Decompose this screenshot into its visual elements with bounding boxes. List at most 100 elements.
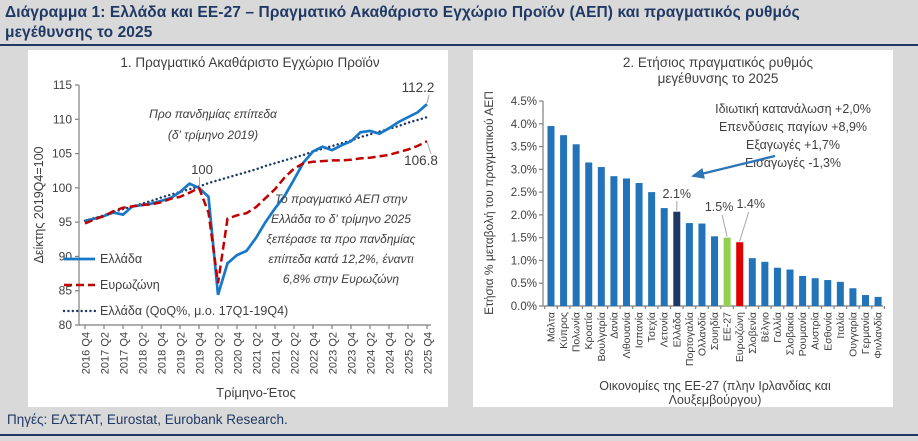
gdp-comparison-note: ξεπέρασε τα προ πανδημίας [267,232,416,246]
bar-value-label: 1.5% [705,200,734,214]
category-label: Λιθουανία [621,312,633,359]
category-label: ΕΕ-27 [722,312,734,341]
category-label: Δανία [608,312,620,339]
bar-Γερμανία [862,295,869,306]
category-label: Ελλάδα [671,312,683,347]
category-label: Πολωνία [571,312,583,352]
gdp-line-chart: 1. Πραγματικό Ακαθάριστο Εγχώριο Προϊόν 8… [32,55,438,400]
x-axis-title: Λουξεμβούργου) [669,393,762,407]
y-tick-label: 2.5% [511,187,537,199]
x-axis-title: Οικονομίες της ΕΕ-27 (πλην Ιρλανδίας και [599,379,831,393]
leader-line [739,211,750,242]
header-divider [0,44,918,46]
x-tick-label: 2018 Q2 [138,332,150,374]
category-label: Γαλλία [772,312,784,343]
bar-Κροατία [585,162,593,306]
bar-value-label: 2.1% [663,187,692,201]
bar-Ολλανδία [698,223,706,306]
category-label: Βουλγαρία [596,312,608,362]
x-tick-label: 2017 Q4 [119,332,131,374]
y-axis-title: Δείκτης 2019Q4=100 [32,146,46,263]
gdp-comparison-note: Ελλάδα το δ' τρίμηνο 2025 [271,212,411,226]
y-axis-title: Ετήσια % μεταβολή του πραγματικού ΑΕΠ [482,91,496,315]
figure-title-line1: Διάγραμμα 1: Ελλάδα και ΕΕ-27 – Πραγματι… [5,4,800,21]
sources-note: Πηγές: ΕΛΣΤΑΤ, Eurostat, Eurobank Resear… [7,412,288,427]
y-tick-label: 2.0% [511,210,537,222]
chart1-legend: Ελλάδα Ευρωζώνη Ελλάδα (QoQ%, μ.ο. 17Q1-19… [62,252,288,318]
y-tick-label: 105 [52,147,72,161]
x-tick-label: 2021 Q2 [252,332,264,374]
x-tick-label: 2024 Q2 [366,332,378,374]
category-label: Σλοβακία [785,312,797,355]
x-tick-label: 2024 Q4 [385,332,397,374]
bar-Δανία [610,176,618,306]
y-tick-label: 100 [52,181,72,195]
level-100-label: 100 [191,162,213,177]
bar-Σλοβενία [748,258,756,306]
y-tick-label: 3.0% [511,164,537,176]
leader-line [427,142,432,155]
pre-pandemic-note: (δ' τρίμηνο 2019) [168,128,258,142]
pre-pandemic-note: Προ πανδημίας επίπεδα [149,107,278,121]
bar-Ισπανία [635,183,643,306]
category-label: Μάλτα [546,312,558,342]
eurozone-end-value: 106.8 [404,153,438,168]
category-label: Γερμανία [860,312,872,354]
bar-value-label: 1.4% [736,197,765,211]
gdp-components-note: Ιδιωτική κατανάλωση +2,0% [715,102,871,116]
bottom-divider [0,434,918,436]
chart1-title: 1. Πραγματικό Ακαθάριστο Εγχώριο Προϊόν [120,55,380,70]
x-tick-label: 2018 Q4 [157,332,169,374]
bar-Ευρωζώνη [736,242,744,306]
bar-Μάλτα [547,126,555,306]
category-label: Ρουμανία [797,312,809,356]
y-tick-label: 110 [53,112,72,126]
leader-line [721,214,728,237]
bar-Σουηδία [711,236,719,306]
y-tick-label: 85 [59,284,73,298]
bar-Γαλλία [773,267,781,306]
category-label: Βέλγιο [759,312,771,343]
category-label: Κύπρος [558,312,570,349]
bar-Ρουμανία [799,275,807,306]
series-line-1 [84,140,428,284]
chart1-annotations: Προ πανδημίας επίπεδα (δ' τρίμηνο 2019) 10… [149,80,438,286]
x-tick-label: 2020 Q4 [233,332,245,374]
bar-Φινλανδία [874,296,882,306]
legend-label: Ελλάδα (QoQ%, μ.ο. 17Q1-19Q4) [100,304,288,318]
growth-bar-chart: 2. Ετήσιος πραγματικός ρυθμόςμεγέθυνσης … [482,55,885,407]
bar-Βουλγαρία [597,167,605,306]
figure-title-line2: μεγέθυνσης το 2025 [5,24,153,42]
category-label: Αυστρία [810,312,822,350]
gdp-comparison-note: 6,8% στην Ευρωζώνη [283,272,400,286]
bar-Αυστρία [811,278,819,306]
bar-Πολωνία [572,144,580,306]
x-tick-label: 2020 Q2 [214,332,226,374]
bar-Εσθονία [824,280,832,306]
x-tick-label: 2022 Q2 [290,332,302,374]
chart2-title: μεγέθυνσης το 2025 [658,71,779,86]
greece-end-value: 112.2 [402,80,435,95]
category-label: Ολλανδία [696,312,708,356]
x-tick-label: 2019 Q4 [195,332,207,374]
chart2-annotations: Ιδιωτική κατανάλωση +2,0% Επενδύσεις παγί… [663,102,871,242]
category-label: Τσεχία [646,312,658,342]
bar-Βέλγιο [761,261,769,306]
y-tick-label: 1.0% [511,255,537,267]
bar-Τσεχία [648,192,656,306]
category-label: Φινλανδία [873,312,885,359]
x-tick-label: 2025 Q4 [423,332,435,374]
leader-line [426,94,430,104]
category-label: Σλοβενία [747,312,759,354]
bar-Λετονία [660,208,668,306]
chart2-title: 2. Ετήσιος πραγματικός ρυθμός [623,55,814,70]
x-tick-label: 2023 Q2 [328,332,340,374]
category-label: Ουγγαρία [847,312,859,357]
y-tick-label: 0.5% [511,278,537,290]
x-tick-label: 2016 Q4 [81,332,93,374]
y-tick-label: 4.5% [511,96,537,108]
bar-Κύπρος [560,135,568,306]
gdp-line-chart-panel: 1. Πραγματικό Ακαθάριστο Εγχώριο Προϊόν 8… [28,50,448,407]
chart1-axes: 80 85 90 95 100 105 110 115 2016 Q4 2017 Q2 2017 Q… [52,78,435,374]
